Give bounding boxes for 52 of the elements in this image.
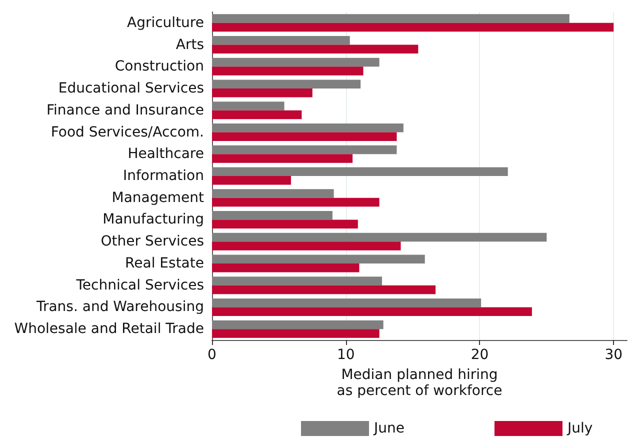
bar (212, 66, 364, 76)
bar (212, 220, 358, 228)
y-tick-label: Wholesale and Retail Trade (14, 321, 204, 338)
bar (212, 102, 284, 110)
x-tick-label: 30 (604, 347, 623, 363)
bar (212, 44, 418, 54)
y-tick-label: Agriculture (127, 14, 204, 31)
y-tick-label: Arts (176, 36, 204, 53)
bar (212, 176, 291, 185)
bar (212, 132, 397, 142)
bar (212, 285, 436, 294)
bar (212, 210, 332, 220)
bar (212, 254, 425, 264)
y-tick-label: Information (122, 168, 204, 184)
bar (212, 36, 350, 45)
bar (212, 22, 614, 32)
bar (212, 154, 353, 163)
x-tick-label: 10 (336, 347, 355, 363)
bar (212, 329, 380, 338)
bar (212, 263, 360, 272)
bar (212, 80, 361, 89)
y-tick-label: Finance and Insurance (46, 102, 204, 118)
bar (212, 145, 397, 154)
y-tick-label: Construction (114, 58, 204, 75)
y-tick-label: Other Services (100, 234, 204, 250)
bar (212, 276, 382, 286)
y-tick-label: Real Estate (125, 255, 204, 272)
bar (212, 232, 547, 242)
bar (212, 242, 401, 250)
bar (212, 110, 302, 120)
bar (212, 298, 482, 308)
legend-label: July (566, 420, 593, 436)
bar (212, 189, 334, 198)
x-axis-title: Median planned hiring as percent of workforce (336, 366, 502, 399)
bar (212, 307, 532, 316)
bar (212, 58, 380, 67)
y-tick-label: Healthcare (128, 146, 204, 162)
x-tick-label: 20 (470, 347, 489, 363)
y-tick-label: Management (112, 190, 204, 206)
y-tick-label: Food Services/Accom. (50, 124, 204, 140)
y-tick-label: Technical Services (75, 277, 204, 294)
legend-label: June (373, 420, 404, 436)
x-tick-label: 0 (208, 347, 216, 363)
y-tick-label: Manufacturing (102, 212, 204, 228)
bar (212, 167, 508, 176)
bar (212, 198, 380, 207)
bar (212, 88, 312, 98)
bar (212, 14, 570, 23)
y-tick-label: Trans. and Warehousing (35, 299, 204, 316)
bar (212, 124, 404, 132)
bar (212, 320, 384, 330)
y-tick-label: Educational Services (58, 80, 204, 97)
